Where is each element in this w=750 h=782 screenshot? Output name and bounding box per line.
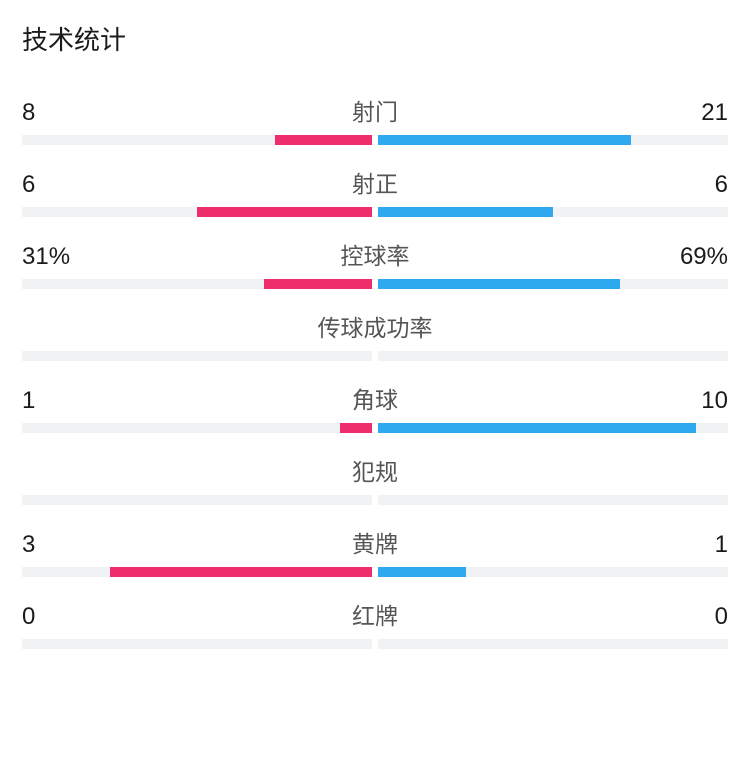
- stat-bar: [22, 279, 728, 289]
- stat-bar-right-fill: [378, 207, 553, 217]
- stat-bar: [22, 207, 728, 217]
- stat-bar-left-track: [22, 423, 372, 433]
- stat-bar-right-track: [378, 135, 728, 145]
- stat-bar-left-fill: [275, 135, 372, 145]
- stat-bar-left-track: [22, 639, 372, 649]
- stat-label: 红牌: [82, 597, 668, 631]
- stat-bar-left-track: [22, 279, 372, 289]
- stat-row: 8射门21: [22, 93, 728, 145]
- stat-header: 3黄牌1: [22, 525, 728, 559]
- stat-bar-left-track: [22, 207, 372, 217]
- stat-right-value: 21: [668, 99, 728, 127]
- stat-label: 控球率: [82, 237, 668, 271]
- stat-bar: [22, 351, 728, 361]
- stat-left-value: 3: [22, 531, 82, 559]
- page-title: 技术统计: [22, 20, 728, 57]
- stat-bar-right-fill: [378, 423, 696, 433]
- stat-bar: [22, 135, 728, 145]
- stat-right-value: 1: [668, 531, 728, 559]
- stat-row: 传球成功率: [22, 309, 728, 361]
- stat-right-value: 0: [668, 603, 728, 631]
- stats-list: 8射门216射正631%控球率69%传球成功率1角球10犯规3黄牌10红牌0: [22, 93, 728, 649]
- stat-bar-left-track: [22, 135, 372, 145]
- stat-label: 射正: [82, 165, 668, 199]
- stat-header: 6射正6: [22, 165, 728, 199]
- stat-bar: [22, 567, 728, 577]
- stat-bar-right-track: [378, 279, 728, 289]
- stat-left-value: 0: [22, 603, 82, 631]
- stat-bar-right-track: [378, 423, 728, 433]
- stat-header: 31%控球率69%: [22, 237, 728, 271]
- stat-bar-right-fill: [378, 279, 620, 289]
- stat-row: 犯规: [22, 453, 728, 505]
- stat-bar: [22, 495, 728, 505]
- stat-bar-left-fill: [197, 207, 372, 217]
- stat-label: 射门: [82, 93, 668, 127]
- stat-bar-right-track: [378, 495, 728, 505]
- stat-bar-right-fill: [378, 567, 466, 577]
- stat-bar-left-track: [22, 351, 372, 361]
- stat-row: 31%控球率69%: [22, 237, 728, 289]
- stat-right-value: 6: [668, 171, 728, 199]
- stat-left-value: 8: [22, 99, 82, 127]
- stat-left-value: 1: [22, 387, 82, 415]
- stat-bar: [22, 423, 728, 433]
- stat-header: 1角球10: [22, 381, 728, 415]
- stat-right-value: 69%: [668, 243, 728, 271]
- stat-bar-left-fill: [340, 423, 372, 433]
- stat-label: 传球成功率: [82, 309, 668, 343]
- stat-row: 0红牌0: [22, 597, 728, 649]
- stat-bar-right-fill: [378, 135, 631, 145]
- stat-bar-left-fill: [264, 279, 373, 289]
- stat-bar-right-track: [378, 639, 728, 649]
- stat-bar-right-track: [378, 351, 728, 361]
- stat-left-value: 6: [22, 171, 82, 199]
- stat-bar-left-track: [22, 495, 372, 505]
- stat-label: 角球: [82, 381, 668, 415]
- stat-row: 3黄牌1: [22, 525, 728, 577]
- stat-row: 6射正6: [22, 165, 728, 217]
- stat-row: 1角球10: [22, 381, 728, 433]
- stat-bar-right-track: [378, 567, 728, 577]
- stat-bar-left-fill: [110, 567, 373, 577]
- stat-right-value: 10: [668, 387, 728, 415]
- stat-bar-right-track: [378, 207, 728, 217]
- stat-header: 传球成功率: [22, 309, 728, 343]
- stat-header: 8射门21: [22, 93, 728, 127]
- stat-left-value: 31%: [22, 243, 82, 271]
- stat-bar: [22, 639, 728, 649]
- stat-header: 犯规: [22, 453, 728, 487]
- stat-bar-left-track: [22, 567, 372, 577]
- stat-label: 犯规: [82, 453, 668, 487]
- stat-header: 0红牌0: [22, 597, 728, 631]
- stat-label: 黄牌: [82, 525, 668, 559]
